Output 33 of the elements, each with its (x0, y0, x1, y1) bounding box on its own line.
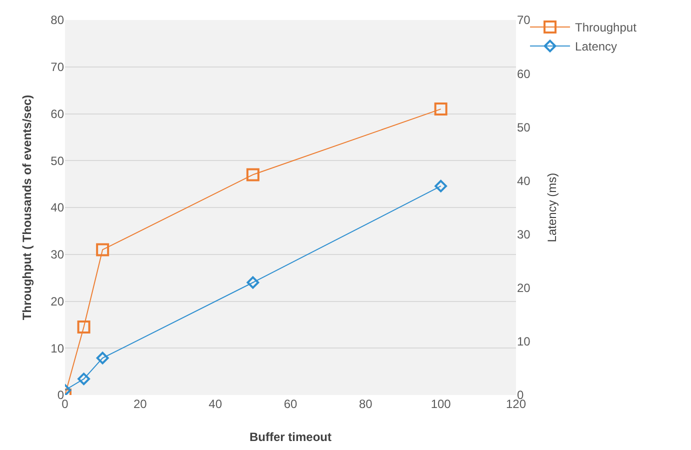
y-tick-label: 80 (50, 13, 64, 28)
y2-tick-label: 10 (517, 334, 531, 349)
legend-label: Latency (575, 40, 618, 54)
x-tick-label: 100 (430, 397, 452, 411)
y2-tick-label: 40 (517, 174, 531, 188)
point (434, 102, 448, 116)
y-tick-label: 20 (50, 294, 64, 308)
point (246, 168, 260, 182)
point (96, 352, 109, 364)
y-tick-label: 30 (50, 248, 64, 262)
y-tick-label: 10 (50, 341, 64, 356)
y2-tick-label: 20 (517, 281, 531, 296)
point (78, 372, 90, 386)
y-tick-label: 60 (50, 106, 64, 121)
y2-tick-label: 70 (517, 13, 531, 28)
y-axis-title: Throughput ( Thousands of events/sec) (20, 94, 34, 320)
legend-label: Throughput (575, 20, 638, 35)
y2-axis-title: Latency (ms) (545, 172, 559, 242)
y-tick-label: 50 (50, 154, 64, 168)
x-tick-label: 20 (133, 397, 148, 411)
point (434, 180, 448, 192)
y2-tick-label: 60 (517, 66, 531, 81)
y-tick-label: 40 (50, 200, 64, 215)
point (96, 243, 110, 256)
point (77, 320, 90, 334)
x-tick-label: 60 (284, 397, 298, 411)
y-tick-label: 70 (50, 60, 64, 74)
x-tick-label: 80 (358, 397, 373, 411)
y2-tick-label: 30 (517, 227, 531, 242)
x-axis-title: Buffer timeout (250, 430, 332, 444)
x-tick-label: 40 (208, 397, 222, 411)
y2-tick-label: 50 (517, 120, 531, 134)
point (246, 276, 260, 289)
